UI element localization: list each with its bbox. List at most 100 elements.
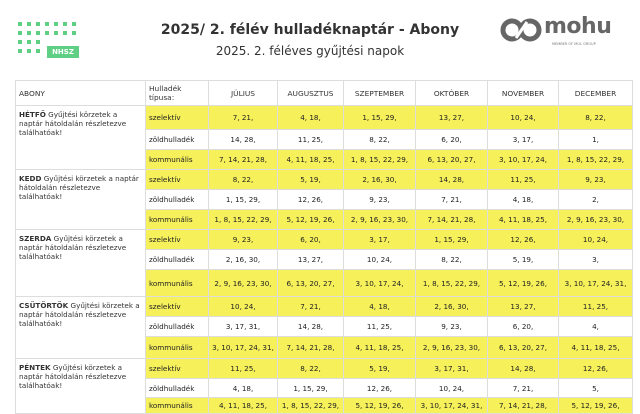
waste-type: zöldhulladék: [145, 249, 209, 270]
collection-dates: 3, 10, 17, 24,: [343, 269, 416, 297]
logo-dot: [72, 22, 76, 26]
day-note: Gyűjtési körzetek a naptár hátoldalán ré…: [19, 110, 127, 137]
collection-dates: 11, 25,: [558, 296, 633, 317]
collection-dates: 4, 18,: [277, 105, 344, 130]
collection-dates: 4, 11, 18, 25,: [208, 397, 278, 414]
collection-dates: 9, 23,: [558, 169, 633, 190]
logo-dot: [18, 49, 22, 53]
collection-dates: 2, 16, 30,: [208, 249, 278, 270]
collection-dates: 4, 11, 18, 25,: [277, 149, 344, 170]
collection-dates: 7, 21,: [487, 378, 559, 398]
waste-type: zöldhulladék: [145, 316, 209, 337]
table-row: zöldhulladék 4, 18, 1, 15, 29, 12, 26, 10, 2…: [16, 378, 633, 398]
waste-type: kommunális: [145, 269, 209, 297]
collection-dates: 2, 9, 16, 23, 30,: [343, 209, 416, 230]
mohu-logo-sub: MEMBER OF MOL GROUP: [552, 42, 596, 46]
collection-dates: 4,: [558, 316, 633, 337]
collection-dates: 2, 9, 16, 23, 30,: [415, 336, 488, 359]
waste-type: zöldhulladék: [145, 129, 209, 150]
collection-dates: 12, 26,: [487, 229, 559, 250]
table-row: kommunális 1, 8, 15, 22, 29, 5, 12, 19, 26…: [16, 209, 633, 230]
nhsz-logo-text: NHSZ: [47, 46, 79, 58]
collection-dates: 8, 22,: [277, 358, 344, 379]
logo-dot: [36, 49, 40, 53]
collection-dates: 2, 16, 30,: [415, 296, 488, 317]
table-row: KEDD Gyűjtési körzetek a naptár hátoldal…: [15, 169, 633, 230]
table-row: kommunális 2, 9, 16, 23, 30, 6, 13, 20, 27…: [16, 269, 633, 297]
table-row: kommunális 7, 14, 21, 28, 4, 11, 18, 25, 1,…: [16, 149, 633, 170]
collection-dates: 3, 10, 17, 24,: [487, 149, 559, 170]
collection-dates: 7, 21,: [277, 296, 344, 317]
collection-dates: 6, 20,: [277, 229, 344, 250]
collection-dates: 4, 18,: [487, 189, 559, 210]
month-header: OKTÓBER: [415, 80, 488, 106]
day-note: Gyűjtési körzetek a naptár hátoldalán ré…: [19, 363, 127, 390]
collection-dates: 4, 11, 18, 25,: [487, 209, 559, 230]
waste-type: szelektív: [145, 105, 209, 130]
day-cell: SZERDA Gyűjtési körzetek a naptár hátold…: [15, 229, 146, 297]
collection-dates: 4, 18,: [208, 378, 278, 398]
table-row: HÉTFŐ Gyűjtési körzetek a naptár hátolda…: [15, 105, 633, 170]
logo-dot: [27, 40, 31, 44]
day-name: SZERDA: [19, 234, 52, 243]
mohu-logo-text: mohu: [544, 14, 612, 39]
month-header: DECEMBER: [558, 80, 633, 106]
collection-dates: 3, 10, 17, 24, 31,: [415, 397, 488, 414]
waste-type: szelektív: [145, 169, 209, 190]
logo-dot: [36, 22, 40, 26]
waste-type: zöldhulladék: [145, 378, 209, 398]
collection-dates: 1, 15, 29,: [208, 189, 278, 210]
collection-dates: 5, 19,: [343, 358, 416, 379]
table-row: CSÜTÖRTÖK Gyűjtési körzetek a naptár hát…: [15, 296, 633, 359]
logo-dot: [63, 31, 67, 35]
logo-dot: [36, 40, 40, 44]
logo-dot: [27, 49, 31, 53]
collection-dates: 5, 12, 19, 26,: [277, 209, 344, 230]
collection-dates: 8, 22,: [415, 249, 488, 270]
logo-dot: [72, 31, 76, 35]
collection-dates: 2, 16, 30,: [343, 169, 416, 190]
collection-dates: 13, 27,: [487, 296, 559, 317]
waste-type: kommunális: [145, 397, 209, 414]
logo-dot: [18, 40, 22, 44]
logo-dot: [63, 22, 67, 26]
day-note: Gyűjtési körzetek a naptár hátoldalán ré…: [19, 234, 127, 261]
collection-dates: 3, 17,: [487, 129, 559, 150]
logo-dot: [18, 22, 22, 26]
collection-dates: 6, 13, 20, 27,: [415, 149, 488, 170]
logo-dot: [54, 22, 58, 26]
collection-dates: 3, 17, 31,: [415, 358, 488, 379]
collection-dates: 1, 8, 15, 22, 29,: [343, 149, 416, 170]
collection-dates: 6, 20,: [487, 316, 559, 337]
table-row: PÉNTEK Gyűjtési körzetek a naptár hátold…: [15, 358, 633, 414]
waste-type: zöldhulladék: [145, 189, 209, 210]
mohu-logo-icon: [500, 18, 542, 42]
collection-dates: 5,: [558, 378, 633, 398]
month-header: JÚLIUS: [208, 80, 278, 106]
type-header: Hulladék típusa:: [145, 80, 209, 106]
collection-dates: 5, 19,: [487, 249, 559, 270]
collection-dates: 7, 14, 21, 28,: [487, 397, 559, 414]
logo-dot: [27, 22, 31, 26]
collection-dates: 3, 10, 17, 24, 31,: [558, 269, 633, 297]
collection-dates: 4, 11, 18, 25,: [558, 336, 633, 359]
collection-dates: 13, 27,: [277, 249, 344, 270]
collection-dates: 10, 24,: [487, 105, 559, 130]
collection-dates: 10, 24,: [208, 296, 278, 317]
waste-type: kommunális: [145, 209, 209, 230]
day-name: HÉTFŐ: [19, 110, 46, 119]
place-header: ABONY: [15, 80, 146, 106]
logo-dot: [45, 22, 49, 26]
collection-dates: 4, 18,: [343, 296, 416, 317]
collection-dates: 7, 14, 21, 28,: [208, 149, 278, 170]
collection-dates: 8, 22,: [208, 169, 278, 190]
day-name: KEDD: [19, 174, 42, 183]
waste-type: szelektív: [145, 229, 209, 250]
collection-dates: 2, 9, 16, 23, 30,: [208, 269, 278, 297]
collection-dates: 7, 21,: [415, 189, 488, 210]
collection-dates: 5, 12, 19, 26,: [343, 397, 416, 414]
collection-dates: 9, 23,: [208, 229, 278, 250]
waste-type: kommunális: [145, 149, 209, 170]
collection-dates: 12, 26,: [277, 189, 344, 210]
collection-dates: 3, 17,: [343, 229, 416, 250]
